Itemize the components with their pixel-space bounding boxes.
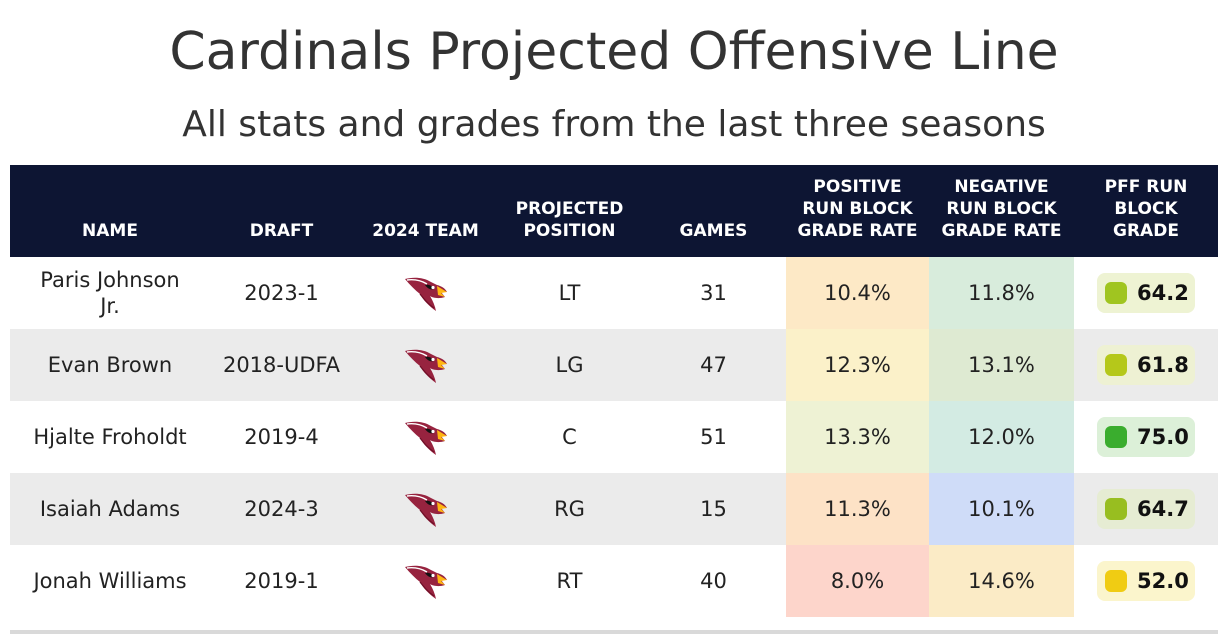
positive-rate-cell: 13.3% (786, 401, 929, 473)
header-grade: PFF RUN BLOCK GRADE (1104, 177, 1188, 241)
games-cell: 40 (700, 569, 727, 593)
grade-value: 52.0 (1137, 569, 1189, 593)
draft-cell: 2023-1 (244, 281, 319, 305)
grade-color-swatch (1105, 426, 1127, 448)
player-name: Evan Brown (47, 353, 173, 377)
grade-cell: 52.0 (1074, 545, 1218, 617)
team-cell (353, 473, 498, 545)
grade-badge: 75.0 (1097, 417, 1195, 457)
header-negative-rate: NEGATIVE RUN BLOCK GRADE RATE (941, 177, 1062, 241)
arizona-cardinals-logo-icon (404, 565, 447, 599)
grade-cell: 64.7 (1074, 473, 1218, 545)
table-row: Isaiah Adams 2024-3 RG 15 11.3% 10.1% 64… (10, 473, 1218, 545)
grade-badge: 64.2 (1097, 273, 1195, 313)
games-cell: 47 (700, 353, 727, 377)
position-cell: RG (554, 497, 585, 521)
games-cell: 51 (700, 425, 727, 449)
offensive-line-table: NAME DRAFT 2024 TEAM PROJECTED POSITION … (10, 165, 1218, 617)
table-row: Paris Johnson Jr. 2023-1 LT 31 10.4% 11.… (10, 257, 1218, 329)
grade-cell: 64.2 (1074, 257, 1218, 329)
table-row: Jonah Williams 2019-1 RT 40 8.0% 14.6% 5… (10, 545, 1218, 617)
games-cell: 31 (700, 281, 727, 305)
arizona-cardinals-logo-icon (404, 421, 447, 455)
draft-cell: 2019-4 (244, 425, 319, 449)
grade-cell: 61.8 (1074, 329, 1218, 401)
position-cell: LG (555, 353, 584, 377)
table-body: Paris Johnson Jr. 2023-1 LT 31 10.4% 11.… (10, 257, 1218, 617)
grade-color-swatch (1105, 282, 1127, 304)
grade-color-swatch (1105, 570, 1127, 592)
page-title: Cardinals Projected Offensive Line (169, 22, 1059, 82)
table-row: Hjalte Froholdt 2019-4 C 51 13.3% 12.0% … (10, 401, 1218, 473)
arizona-cardinals-logo-icon (404, 349, 447, 383)
grade-badge: 52.0 (1097, 561, 1195, 601)
player-name: Paris Johnson Jr. (40, 268, 180, 318)
arizona-cardinals-logo-icon (404, 277, 447, 311)
draft-cell: 2024-3 (244, 497, 319, 521)
header-games: GAMES (679, 221, 748, 241)
header-name: NAME (82, 221, 138, 241)
player-name: Hjalte Froholdt (33, 425, 187, 449)
position-cell: RT (556, 569, 583, 593)
header-draft: DRAFT (249, 221, 314, 241)
header-team: 2024 TEAM (372, 221, 479, 241)
positive-rate-cell: 8.0% (786, 545, 929, 617)
table-header: NAME DRAFT 2024 TEAM PROJECTED POSITION … (10, 165, 1218, 257)
player-name: Jonah Williams (33, 569, 187, 593)
games-cell: 15 (700, 497, 727, 521)
grade-value: 61.8 (1137, 353, 1189, 377)
draft-cell: 2019-1 (244, 569, 319, 593)
grade-value: 64.7 (1137, 497, 1189, 521)
position-cell: C (562, 425, 577, 449)
team-cell (353, 257, 498, 329)
page-subtitle: All stats and grades from the last three… (182, 104, 1046, 145)
negative-rate-cell: 13.1% (929, 329, 1074, 401)
grade-value: 64.2 (1137, 281, 1189, 305)
arizona-cardinals-logo-icon (404, 493, 447, 527)
header-position: PROJECTED POSITION (515, 199, 624, 241)
grade-badge: 64.7 (1097, 489, 1195, 529)
team-cell (353, 329, 498, 401)
player-name: Isaiah Adams (39, 497, 181, 521)
table-bottom-border (10, 630, 1218, 634)
team-cell (353, 401, 498, 473)
position-cell: LT (558, 281, 581, 305)
grade-badge: 61.8 (1097, 345, 1195, 385)
grade-color-swatch (1105, 498, 1127, 520)
header-positive-rate: POSITIVE RUN BLOCK GRADE RATE (797, 177, 918, 241)
grade-cell: 75.0 (1074, 401, 1218, 473)
positive-rate-cell: 11.3% (786, 473, 929, 545)
grade-value: 75.0 (1137, 425, 1189, 449)
team-cell (353, 545, 498, 617)
grade-color-swatch (1105, 354, 1127, 376)
negative-rate-cell: 12.0% (929, 401, 1074, 473)
negative-rate-cell: 11.8% (929, 257, 1074, 329)
positive-rate-cell: 10.4% (786, 257, 929, 329)
positive-rate-cell: 12.3% (786, 329, 929, 401)
draft-cell: 2018-UDFA (222, 353, 341, 377)
negative-rate-cell: 10.1% (929, 473, 1074, 545)
table-row: Evan Brown 2018-UDFA LG 47 12.3% 13.1% 6… (10, 329, 1218, 401)
negative-rate-cell: 14.6% (929, 545, 1074, 617)
